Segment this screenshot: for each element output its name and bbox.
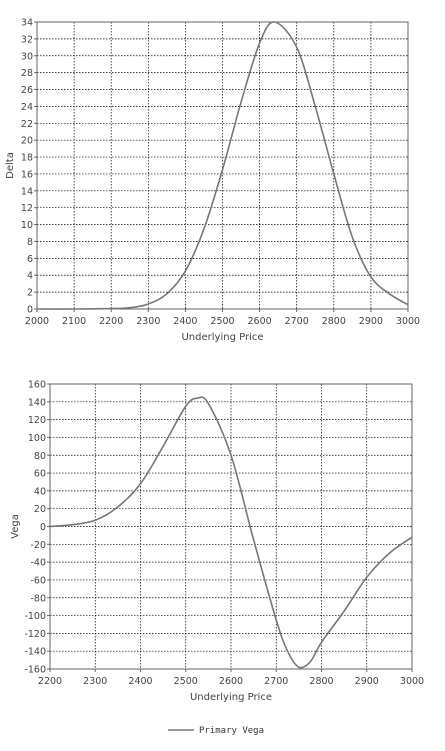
chart2-y-tick-label: -120 <box>24 629 46 640</box>
chart2-y-tick-label: 0 <box>40 522 46 533</box>
chart2-x-tick-label: 2400 <box>128 676 152 687</box>
chart2-x-tick-label: 2500 <box>174 676 198 687</box>
chart1-y-tick-label: 18 <box>21 153 33 164</box>
chart2-y-tick-label: 160 <box>28 380 46 391</box>
chart1-x-tick-label: 2400 <box>173 316 197 327</box>
chart1-x-tick-label: 2600 <box>248 316 272 327</box>
chart1-x-tick-label: 2700 <box>285 316 309 327</box>
chart1-y-tick-label: 10 <box>21 220 33 231</box>
chart1-x-tick-label: 2100 <box>62 316 86 327</box>
chart1-y-tick-label: 20 <box>21 136 33 147</box>
chart2-x-tick-label: 2600 <box>219 676 243 687</box>
chart1-y-tick-label: 6 <box>27 254 33 265</box>
chart1-x-tick-label: 2900 <box>359 316 383 327</box>
chart1-x-tick-label: 2500 <box>210 316 234 327</box>
chart1-x-tick-label: 2800 <box>322 316 346 327</box>
chart1-series-line <box>36 21 409 310</box>
chart1-x-axis-label: Underlying Price <box>181 332 263 343</box>
chart1-y-tick-label: 24 <box>21 102 33 113</box>
chart2-x-tick-label: 2900 <box>355 676 379 687</box>
chart2-y-tick-label: 20 <box>34 504 46 515</box>
chart1-x-tick-label: 2300 <box>136 316 160 327</box>
chart2-series-line <box>49 396 413 669</box>
chart2-y-tick-label: 120 <box>28 415 46 426</box>
chart2-y-tick-label: -60 <box>30 575 46 586</box>
chart2-y-axis-label: Vega <box>10 514 21 539</box>
chart1-y-tick-label: 34 <box>21 18 33 29</box>
chart2-y-tick-label: 60 <box>34 469 46 480</box>
chart1-y-tick-label: 8 <box>27 237 33 248</box>
chart1-y-tick-label: 4 <box>27 271 33 282</box>
chart2-y-tick-label: -140 <box>24 647 46 658</box>
chart1-y-tick-label: 12 <box>21 203 33 214</box>
chart1-y-axis-label: Delta <box>5 152 16 179</box>
chart2-y-tick-label: -160 <box>24 665 46 676</box>
chart1-y-tick-label: 30 <box>21 51 33 62</box>
chart1-y-tick-label: 22 <box>21 119 33 130</box>
chart2-y-tick-label: 140 <box>28 397 46 408</box>
chart1-y-tick-label: 2 <box>27 288 33 299</box>
chart2-y-tick-label: 40 <box>34 486 46 497</box>
chart2-x-axis-label: Underlying Price <box>190 692 272 703</box>
chart2-y-tick-label: 80 <box>34 451 46 462</box>
chart1-x-tick-label: 2200 <box>99 316 123 327</box>
chart1-y-tick-label: 28 <box>21 68 33 79</box>
chart1-x-tick-label: 2000 <box>25 316 49 327</box>
chart2-x-tick-label: 2300 <box>83 676 107 687</box>
chart2-y-tick-label: -100 <box>24 611 46 622</box>
chart2-y-tick-label: -40 <box>30 558 46 569</box>
chart2-y-tick-label: -20 <box>30 540 46 551</box>
chart1-y-tick-label: 0 <box>27 305 33 316</box>
chart1-y-tick-label: 14 <box>21 186 33 197</box>
chart2-x-tick-label: 2800 <box>309 676 333 687</box>
chart1-y-tick-label: 32 <box>21 34 33 45</box>
chart2-x-tick-label: 3000 <box>400 676 424 687</box>
chart2-y-tick-label: 100 <box>28 433 46 444</box>
chart1-y-tick-label: 16 <box>21 169 33 180</box>
chart2-x-tick-label: 2700 <box>264 676 288 687</box>
chart2-legend-label: Primary Vega <box>199 726 264 736</box>
chart2-x-tick-label: 2200 <box>38 676 62 687</box>
chart1-y-tick-label: 26 <box>21 85 33 96</box>
chart1-x-tick-label: 3000 <box>396 316 420 327</box>
chart2-y-tick-label: -80 <box>30 593 46 604</box>
